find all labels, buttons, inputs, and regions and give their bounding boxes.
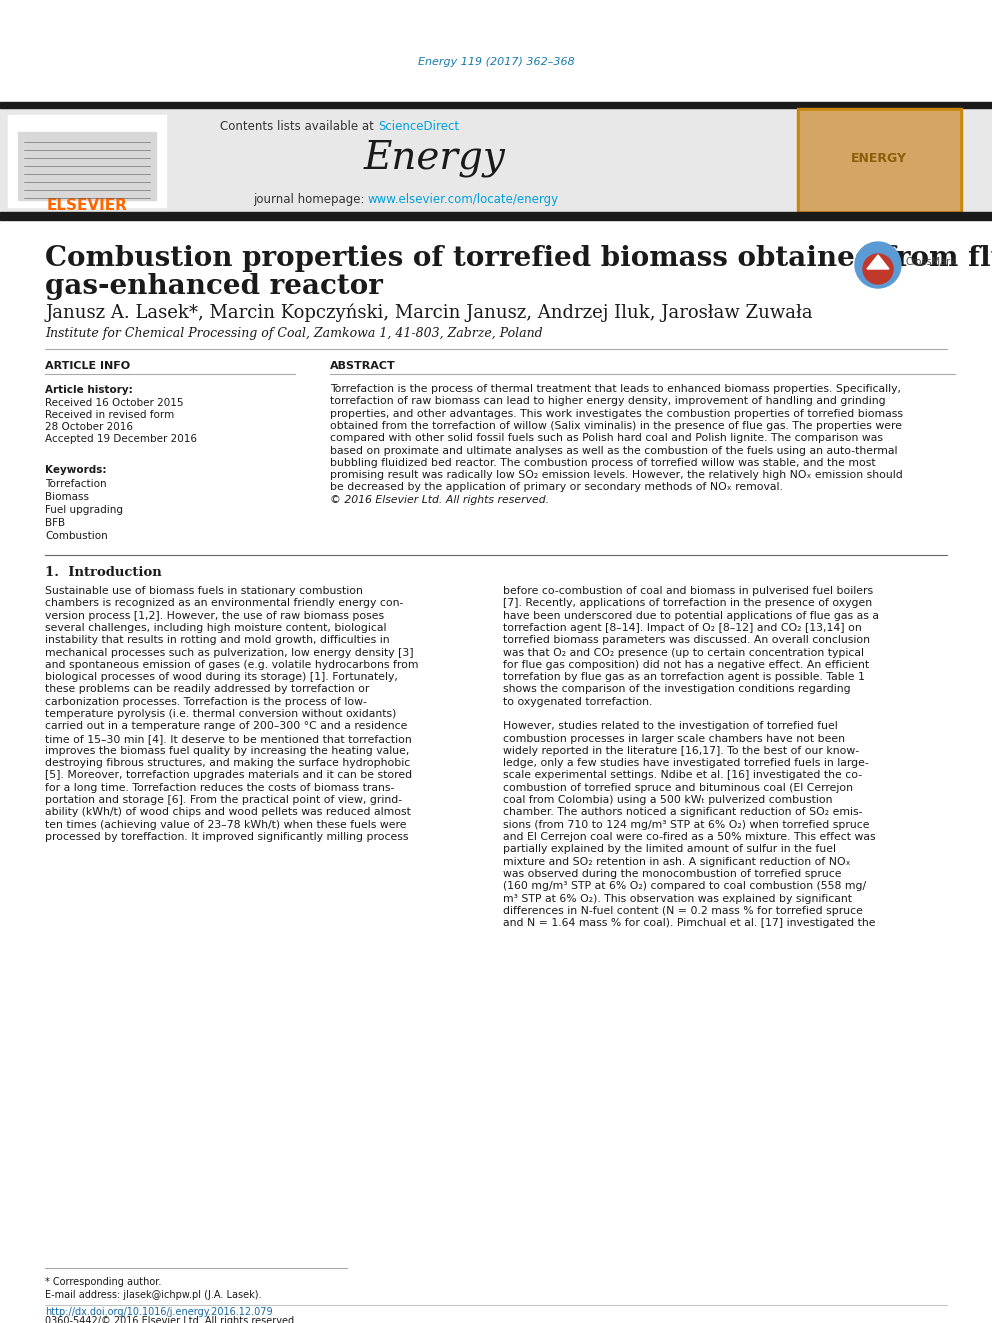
Bar <box>0 102 992 108</box>
Text: chambers is recognized as an environmental friendly energy con-: chambers is recognized as an environment… <box>45 598 404 609</box>
Text: differences in N-fuel content (N = 0.2 mass % for torrefied spruce: differences in N-fuel content (N = 0.2 m… <box>503 906 863 916</box>
Text: mechanical processes such as pulverization, low energy density [3]: mechanical processes such as pulverizati… <box>45 647 414 658</box>
Text: was observed during the monocombustion of torrefied spruce: was observed during the monocombustion o… <box>503 869 841 878</box>
Text: partially explained by the limited amount of sulfur in the fuel: partially explained by the limited amoun… <box>503 844 836 855</box>
Text: and El Cerrejon coal were co-fired as a 50% mixture. This effect was: and El Cerrejon coal were co-fired as a … <box>503 832 876 841</box>
Text: be decreased by the application of primary or secondary methods of NOₓ removal.: be decreased by the application of prima… <box>330 483 783 492</box>
Text: ability (kWh/t) of wood chips and wood pellets was reduced almost: ability (kWh/t) of wood chips and wood p… <box>45 807 411 818</box>
Text: Janusz A. Lasek*, Marcin Kopczyński, Marcin Janusz, Andrzej Iluk, Jarosław Zuwał: Janusz A. Lasek*, Marcin Kopczyński, Mar… <box>45 304 812 323</box>
Text: for a long time. Torrefaction reduces the costs of biomass trans-: for a long time. Torrefaction reduces th… <box>45 783 395 792</box>
Text: 28 October 2016: 28 October 2016 <box>45 422 133 433</box>
Text: properties, and other advantages. This work investigates the combustion properti: properties, and other advantages. This w… <box>330 409 903 418</box>
Text: Keywords:: Keywords: <box>45 464 106 475</box>
Text: www.elsevier.com/locate/energy: www.elsevier.com/locate/energy <box>368 193 559 205</box>
Text: torrefaction of raw biomass can lead to higher energy density, improvement of ha: torrefaction of raw biomass can lead to … <box>330 397 886 406</box>
Text: have been underscored due to potential applications of flue gas as a: have been underscored due to potential a… <box>503 611 879 620</box>
Text: promising result was radically low SO₂ emission levels. However, the relatively : promising result was radically low SO₂ e… <box>330 470 903 480</box>
Text: combustion of torrefied spruce and bituminous coal (El Cerrejon: combustion of torrefied spruce and bitum… <box>503 783 853 792</box>
Text: torrefaction agent [8–14]. Impact of O₂ [8–12] and CO₂ [13,14] on: torrefaction agent [8–14]. Impact of O₂ … <box>503 623 862 632</box>
Text: 0360-5442/© 2016 Elsevier Ltd. All rights reserved.: 0360-5442/© 2016 Elsevier Ltd. All right… <box>45 1316 298 1323</box>
Text: improves the biomass fuel quality by increasing the heating value,: improves the biomass fuel quality by inc… <box>45 746 410 755</box>
Text: E-mail address: jlasek@ichpw.pl (J.A. Lasek).: E-mail address: jlasek@ichpw.pl (J.A. La… <box>45 1290 262 1301</box>
Text: carried out in a temperature range of 200–300 °C and a residence: carried out in a temperature range of 20… <box>45 721 408 732</box>
Text: version process [1,2]. However, the use of raw biomass poses: version process [1,2]. However, the use … <box>45 611 384 620</box>
Text: CrossMark: CrossMark <box>905 257 955 267</box>
Text: Biomass: Biomass <box>45 492 89 501</box>
Text: * Corresponding author.: * Corresponding author. <box>45 1277 162 1287</box>
Text: before co-combustion of coal and biomass in pulverised fuel boilers: before co-combustion of coal and biomass… <box>503 586 873 595</box>
Text: ELSEVIER: ELSEVIER <box>47 197 127 213</box>
Text: instability that results in rotting and mold growth, difficulties in: instability that results in rotting and … <box>45 635 390 646</box>
Text: © 2016 Elsevier Ltd. All rights reserved.: © 2016 Elsevier Ltd. All rights reserved… <box>330 495 550 504</box>
Text: shows the comparison of the investigation conditions regarding: shows the comparison of the investigatio… <box>503 684 850 695</box>
Text: ENERGY: ENERGY <box>851 152 907 164</box>
Bar <box>0 108 992 213</box>
Text: Accepted 19 December 2016: Accepted 19 December 2016 <box>45 434 197 445</box>
Text: widely reported in the literature [16,17]. To the best of our know-: widely reported in the literature [16,17… <box>503 746 859 755</box>
Text: Sustainable use of biomass fuels in stationary combustion: Sustainable use of biomass fuels in stat… <box>45 586 363 595</box>
Text: these problems can be readily addressed by torrefaction or: these problems can be readily addressed … <box>45 684 369 695</box>
Text: bubbling fluidized bed reactor. The combustion process of torrefied willow was s: bubbling fluidized bed reactor. The comb… <box>330 458 876 468</box>
Text: journal homepage:: journal homepage: <box>253 193 368 205</box>
Circle shape <box>855 242 901 288</box>
Text: destroying fibrous structures, and making the surface hydrophobic: destroying fibrous structures, and makin… <box>45 758 411 769</box>
Text: Contents lists available at: Contents lists available at <box>220 120 378 134</box>
Bar <box>797 108 962 213</box>
Text: chamber. The authors noticed a significant reduction of SO₂ emis-: chamber. The authors noticed a significa… <box>503 807 862 818</box>
Text: Torrefaction is the process of thermal treatment that leads to enhanced biomass : Torrefaction is the process of thermal t… <box>330 384 901 394</box>
Text: obtained from the torrefaction of willow (Salix viminalis) in the presence of fl: obtained from the torrefaction of willow… <box>330 421 902 431</box>
Text: scale experimental settings. Ndibe et al. [16] investigated the co-: scale experimental settings. Ndibe et al… <box>503 770 862 781</box>
Text: sions (from 710 to 124 mg/m³ STP at 6% O₂) when torrefied spruce: sions (from 710 to 124 mg/m³ STP at 6% O… <box>503 820 870 830</box>
Text: time of 15–30 min [4]. It deserve to be mentioned that torrefaction: time of 15–30 min [4]. It deserve to be … <box>45 733 412 744</box>
Text: Combustion: Combustion <box>45 531 108 541</box>
Bar <box>0 212 992 220</box>
Text: ten times (achieving value of 23–78 kWh/t) when these fuels were: ten times (achieving value of 23–78 kWh/… <box>45 820 407 830</box>
Text: ARTICLE INFO: ARTICLE INFO <box>45 361 130 370</box>
Text: based on proximate and ultimate analyses as well as the combustion of the fuels : based on proximate and ultimate analyses… <box>330 446 898 455</box>
Text: Energy 119 (2017) 362–368: Energy 119 (2017) 362–368 <box>418 57 574 67</box>
Text: Energy: Energy <box>364 139 506 177</box>
Text: 1.  Introduction: 1. Introduction <box>45 566 162 579</box>
Text: BFB: BFB <box>45 519 65 528</box>
Text: (160 mg/m³ STP at 6% O₂) compared to coal combustion (558 mg/: (160 mg/m³ STP at 6% O₂) compared to coa… <box>503 881 866 892</box>
Polygon shape <box>867 255 889 269</box>
Text: mixture and SO₂ retention in ash. A significant reduction of NOₓ: mixture and SO₂ retention in ash. A sign… <box>503 856 850 867</box>
Text: Received 16 October 2015: Received 16 October 2015 <box>45 398 184 407</box>
Text: ScienceDirect: ScienceDirect <box>378 120 459 134</box>
Text: coal from Colombia) using a 500 kWₜ pulverized combustion: coal from Colombia) using a 500 kWₜ pulv… <box>503 795 832 806</box>
Text: carbonization processes. Torrefaction is the process of low-: carbonization processes. Torrefaction is… <box>45 697 367 706</box>
Text: Combustion properties of torrefied biomass obtained from flue: Combustion properties of torrefied bioma… <box>45 245 992 271</box>
Text: Fuel upgrading: Fuel upgrading <box>45 505 123 515</box>
Text: ABSTRACT: ABSTRACT <box>330 361 396 370</box>
Text: Article history:: Article history: <box>45 385 133 396</box>
Text: m³ STP at 6% O₂). This observation was explained by significant: m³ STP at 6% O₂). This observation was e… <box>503 893 852 904</box>
Text: combustion processes in larger scale chambers have not been: combustion processes in larger scale cha… <box>503 733 845 744</box>
Text: However, studies related to the investigation of torrefied fuel: However, studies related to the investig… <box>503 721 838 732</box>
Text: [7]. Recently, applications of torrefaction in the presence of oxygen: [7]. Recently, applications of torrefact… <box>503 598 872 609</box>
Bar <box>18 132 156 200</box>
Text: http://dx.doi.org/10.1016/j.energy.2016.12.079: http://dx.doi.org/10.1016/j.energy.2016.… <box>45 1307 273 1316</box>
Bar <box>800 111 959 210</box>
Text: temperature pyrolysis (i.e. thermal conversion without oxidants): temperature pyrolysis (i.e. thermal conv… <box>45 709 397 718</box>
Text: several challenges, including high moisture content, biological: several challenges, including high moist… <box>45 623 387 632</box>
Text: processed by toreffaction. It improved significantly milling process: processed by toreffaction. It improved s… <box>45 832 409 841</box>
Text: Torrefaction: Torrefaction <box>45 479 106 490</box>
Text: compared with other solid fossil fuels such as Polish hard coal and Polish ligni: compared with other solid fossil fuels s… <box>330 433 883 443</box>
Text: torrefied biomass parameters was discussed. An overall conclusion: torrefied biomass parameters was discuss… <box>503 635 870 646</box>
Text: [5]. Moreover, torrefaction upgrades materials and it can be stored: [5]. Moreover, torrefaction upgrades mat… <box>45 770 412 781</box>
Text: for flue gas composition) did not has a negative effect. An efficient: for flue gas composition) did not has a … <box>503 660 869 669</box>
Bar <box>8 115 166 206</box>
Text: to oxygenated torrefaction.: to oxygenated torrefaction. <box>503 697 653 706</box>
Text: Received in revised form: Received in revised form <box>45 410 175 419</box>
Text: gas-enhanced reactor: gas-enhanced reactor <box>45 274 383 300</box>
Text: portation and storage [6]. From the practical point of view, grind-: portation and storage [6]. From the prac… <box>45 795 402 806</box>
Text: was that O₂ and CO₂ presence (up to certain concentration typical: was that O₂ and CO₂ presence (up to cert… <box>503 647 864 658</box>
Text: Institute for Chemical Processing of Coal, Zamkowa 1, 41-803, Zabrze, Poland: Institute for Chemical Processing of Coa… <box>45 327 543 340</box>
Circle shape <box>863 254 893 284</box>
Text: ledge, only a few studies have investigated torrefied fuels in large-: ledge, only a few studies have investiga… <box>503 758 869 769</box>
Text: and spontaneous emission of gases (e.g. volatile hydrocarbons from: and spontaneous emission of gases (e.g. … <box>45 660 419 669</box>
Text: biological processes of wood during its storage) [1]. Fortunately,: biological processes of wood during its … <box>45 672 398 683</box>
Text: and N = 1.64 mass % for coal). Pimchual et al. [17] investigated the: and N = 1.64 mass % for coal). Pimchual … <box>503 918 876 929</box>
Text: torrefation by flue gas as an torrefaction agent is possible. Table 1: torrefation by flue gas as an torrefacti… <box>503 672 865 683</box>
